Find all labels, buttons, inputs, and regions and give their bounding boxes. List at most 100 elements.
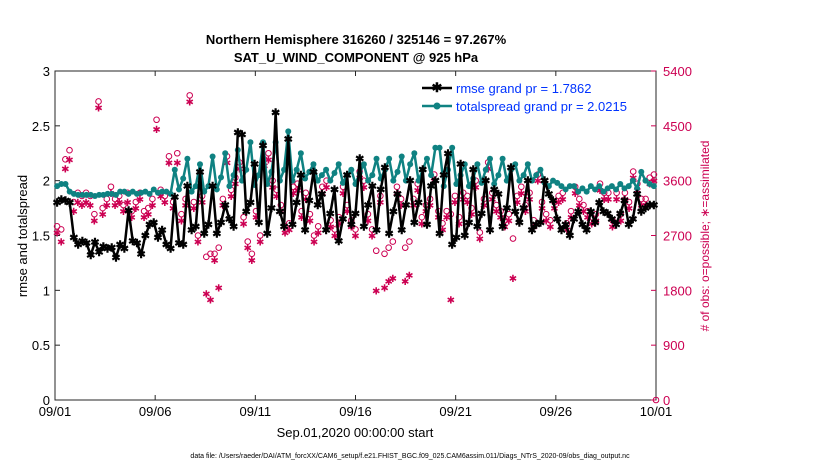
rmse-point: ✱ [57, 194, 66, 206]
obs-possible-point [66, 146, 73, 154]
rmse-point: ✱ [590, 217, 599, 229]
rmse-point: ✱ [74, 239, 83, 251]
totalspread-point [327, 177, 334, 184]
plot-area [54, 70, 657, 401]
totalspread-point [192, 183, 199, 190]
obs-assimilated-point: ✱ [289, 189, 297, 200]
obs-possible-point [173, 149, 181, 157]
obs-assimilated-point: ✱ [190, 204, 198, 215]
rmse-point: ✱ [300, 225, 309, 237]
rmse-point: ✱ [645, 200, 654, 212]
y-right-tick-label: 4500 [663, 119, 692, 134]
rmse-point: ✱ [456, 159, 465, 171]
rmse-point: ✱ [574, 206, 583, 218]
rmse-point: ✱ [246, 198, 255, 210]
rmse-point: ✱ [208, 181, 217, 193]
totalspread-point [495, 172, 502, 179]
obs-assimilated-point: ✱ [244, 244, 252, 255]
totalspread-point [323, 166, 330, 173]
totalspread-point [285, 128, 292, 135]
totalspread-point [167, 190, 174, 197]
rmse-point: ✱ [473, 222, 482, 234]
chart-title: Northern Hemisphere 316260 / 325146 = 97… [206, 32, 507, 47]
obs-possible-point [165, 152, 173, 160]
rmse-point: ✱ [410, 217, 419, 229]
rmse-point: ✱ [406, 176, 415, 188]
rmse-point: ✱ [422, 220, 431, 232]
y-axis-label-left: rmse and totalspread [15, 175, 30, 297]
totalspread-point [247, 139, 254, 146]
obs-assimilated-point: ✱ [140, 213, 148, 224]
obs-assimilated-point: ✱ [186, 97, 194, 108]
obs-assimilated-point: ✱ [596, 186, 604, 197]
totalspread-point [306, 168, 313, 175]
totalspread-point [499, 155, 506, 162]
obs-possible-point [389, 238, 397, 245]
rmse-point: ✱ [393, 189, 402, 201]
rmse-point: ✱ [132, 238, 141, 250]
rmse-point: ✱ [111, 252, 120, 264]
obs-assimilated-point: ✱ [165, 158, 173, 169]
obs-assimilated-point: ✱ [90, 216, 98, 227]
obs-possible-point [310, 232, 318, 239]
totalspread-point [486, 155, 493, 162]
totalspread-point [314, 177, 321, 184]
rmse-point: ✱ [355, 154, 364, 166]
series-layer: ✱ ✱ ✱ ✱ ✱ ✱ ✱ ✱ ✱ ✱ ✱ ✱ ✱ ✱ ✱ ✱ ✱ ✱ ✱ ✱ ✱ ✱ ✱ ✱ ✱ ✱ ✱ ✱ ✱ ✱ ✱ ✱ ✱ ✱ ✱ ✱ ✱ ✱ ✱ ✱… [52, 108, 658, 265]
rmse-point: ✱ [137, 249, 146, 261]
obs-possible-point [476, 229, 484, 236]
obs-assimilated-point: ✱ [206, 295, 214, 306]
obs-assimilated-point: ✱ [65, 155, 73, 166]
rmse-point: ✱ [321, 225, 330, 237]
obs-possible-point [314, 223, 322, 230]
obs-assimilated-point: ✱ [554, 198, 562, 209]
totalspread-point [297, 150, 304, 157]
rmse-point: ✱ [107, 243, 116, 255]
rmse-point: ✱ [61, 195, 70, 207]
obs-possible-point [372, 247, 380, 255]
rmse-point: ✱ [141, 231, 150, 243]
rmse-point: ✱ [254, 217, 263, 229]
obs-possible-point [62, 156, 69, 163]
rmse-point: ✱ [90, 237, 99, 249]
totalspread-point [104, 190, 111, 197]
totalspread-point [562, 186, 569, 193]
rmse-point: ✱ [578, 220, 587, 232]
rmse-point: ✱ [372, 225, 381, 237]
rmse-point: ✱ [649, 200, 658, 212]
totalspread-point [226, 183, 233, 190]
totalspread-point [512, 161, 519, 168]
rmse-point: ✱ [237, 130, 246, 142]
obs-assimilated-point: ✱ [463, 198, 471, 209]
rmse-point: ✱ [250, 159, 259, 171]
totalspread-point [520, 172, 527, 179]
rmse-point: ✱ [342, 170, 351, 182]
rmse-point: ✱ [469, 165, 478, 177]
rmse-point: ✱ [279, 222, 288, 234]
totalspread-point [617, 180, 624, 187]
obs-possible-point [107, 183, 115, 191]
rmse-point: ✱ [191, 222, 200, 234]
totalspread-point [150, 186, 157, 193]
totalspread-point [205, 183, 212, 190]
rmse-point: ✱ [460, 231, 469, 243]
rmse-point: ✱ [183, 181, 192, 193]
obs-assimilated-point: ✱ [123, 198, 131, 209]
rmse-point: ✱ [603, 209, 612, 221]
rmse-point: ✱ [569, 214, 578, 226]
obs-possible-point [207, 250, 214, 258]
obs-assimilated-point: ✱ [384, 277, 392, 288]
rmse-point: ✱ [225, 214, 234, 226]
obs-assimilated-point: ✱ [111, 201, 119, 212]
obs-assimilated-point: ✱ [98, 210, 106, 221]
obs-possible-point [202, 253, 210, 261]
obs-assimilated-point: ✱ [480, 201, 488, 212]
totalspread-point [634, 185, 641, 192]
obs-assimilated-point: ✱ [355, 174, 363, 185]
legend-label-totalspread: totalspread grand pr = 2.0215 [456, 99, 627, 114]
obs-assimilated-point: ✱ [136, 195, 144, 206]
totalspread-point [373, 155, 380, 162]
obs-assimilated-point: ✱ [144, 210, 152, 221]
rmse-point: ✱ [490, 184, 499, 196]
rmse-point: ✱ [544, 189, 553, 201]
